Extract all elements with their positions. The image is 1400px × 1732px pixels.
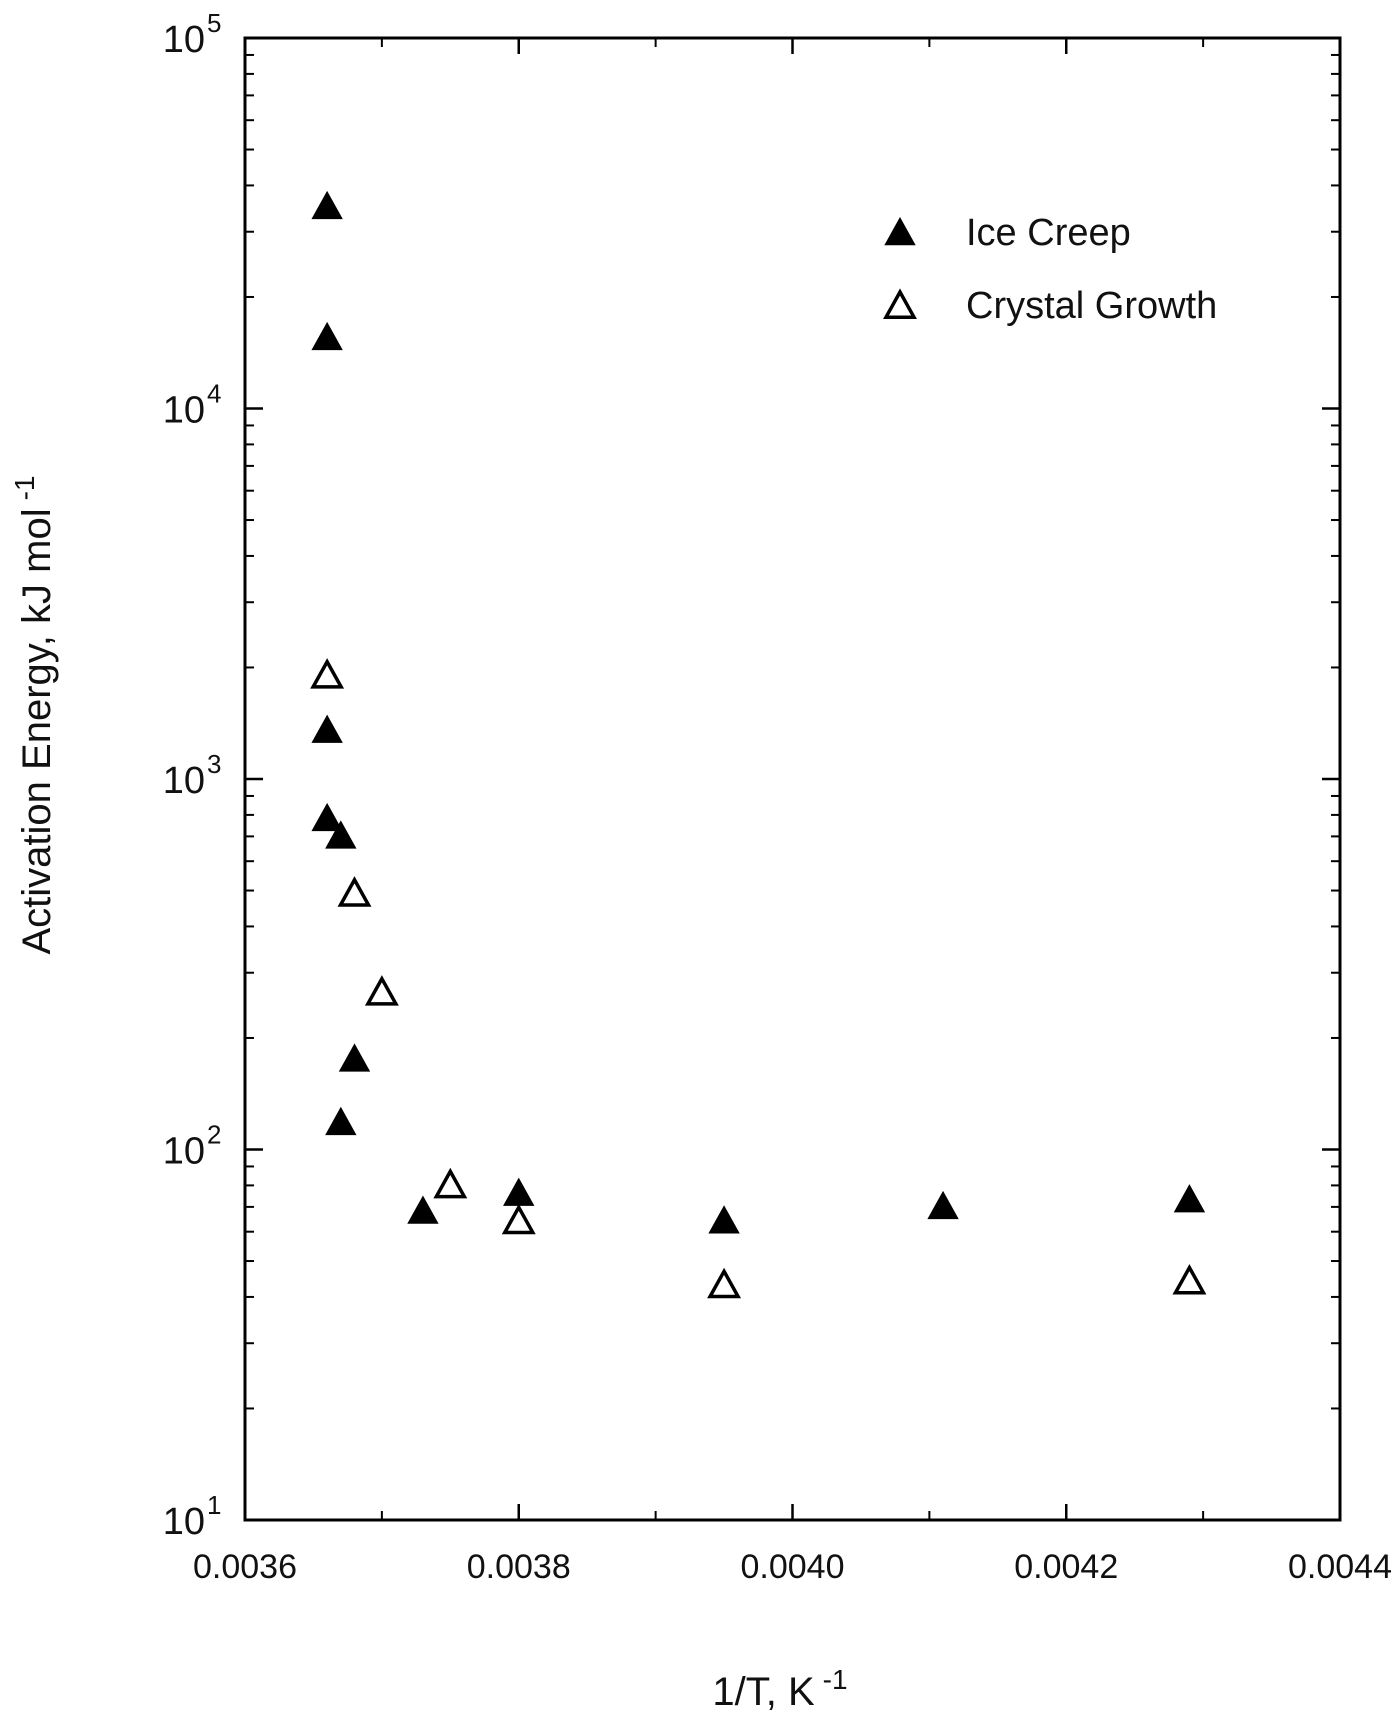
x-tick-label: 0.0038: [467, 1548, 571, 1586]
y-tick-label: 10: [163, 1501, 205, 1543]
ice-creep-point: [311, 321, 343, 351]
crystal-growth-point: [364, 975, 399, 1006]
y-tick-label: 10: [163, 1131, 205, 1173]
x-tick-label: 0.0044: [1288, 1548, 1392, 1586]
y-tick-label: 10: [163, 760, 205, 802]
y-axis-title-exp: -1: [9, 476, 40, 501]
ice-creep-point: [311, 802, 343, 832]
y-tick-exponent: 3: [207, 749, 221, 779]
y-tick-exponent: 5: [207, 8, 221, 38]
x-tick-label: 0.0040: [741, 1548, 845, 1586]
y-axis-title-text: Activation Energy, kJ mol: [15, 508, 59, 954]
legend-crystal-growth-marker: [883, 288, 917, 319]
ice-creep-point: [325, 820, 357, 849]
ice-creep-point: [927, 1190, 959, 1220]
y-tick-base: 10: [163, 760, 205, 802]
x-axis-title: 1/T, K -1: [712, 1664, 847, 1714]
y-tick-base: 10: [163, 19, 205, 61]
ice-creep-point: [311, 714, 343, 743]
y-tick-label: 10: [163, 390, 205, 432]
crystal-growth-point: [501, 1203, 536, 1235]
crystal-growth-point: [337, 876, 372, 907]
x-axis-title-text: 1/T, K: [712, 1670, 815, 1714]
y-axis-title: Activation Energy, kJ mol -1: [9, 476, 59, 955]
y-tick-base: 10: [163, 1501, 205, 1543]
x-tick-label: 0.0042: [1014, 1548, 1118, 1586]
y-tick-exponent: 1: [207, 1490, 221, 1520]
ice-creep-point: [708, 1205, 740, 1234]
y-tick-base: 10: [163, 390, 205, 432]
x-axis-title-exp: -1: [823, 1664, 848, 1695]
y-tick-exponent: 4: [207, 379, 221, 409]
ice-creep-point: [1173, 1184, 1206, 1213]
ice-creep-point: [325, 1106, 357, 1136]
ice-creep-point: [407, 1195, 439, 1224]
crystal-growth-point: [433, 1167, 468, 1199]
crystal-growth-point: [1172, 1263, 1207, 1295]
plot-frame: [243, 36, 1342, 1522]
ice-creep-point: [338, 1043, 371, 1072]
legend-label: Ice Creep: [966, 212, 1131, 254]
y-tick-label: 10: [163, 19, 205, 61]
legend-ice-creep-marker: [884, 216, 916, 246]
x-tick-label: 0.0036: [193, 1548, 297, 1586]
legend-label: Crystal Growth: [966, 285, 1217, 327]
ice-creep-point: [503, 1177, 535, 1206]
ice-creep-point: [311, 190, 343, 220]
y-tick-base: 10: [163, 1131, 205, 1173]
crystal-growth-point: [707, 1267, 742, 1299]
y-tick-exponent: 2: [207, 1120, 221, 1150]
crystal-growth-point: [310, 658, 345, 689]
